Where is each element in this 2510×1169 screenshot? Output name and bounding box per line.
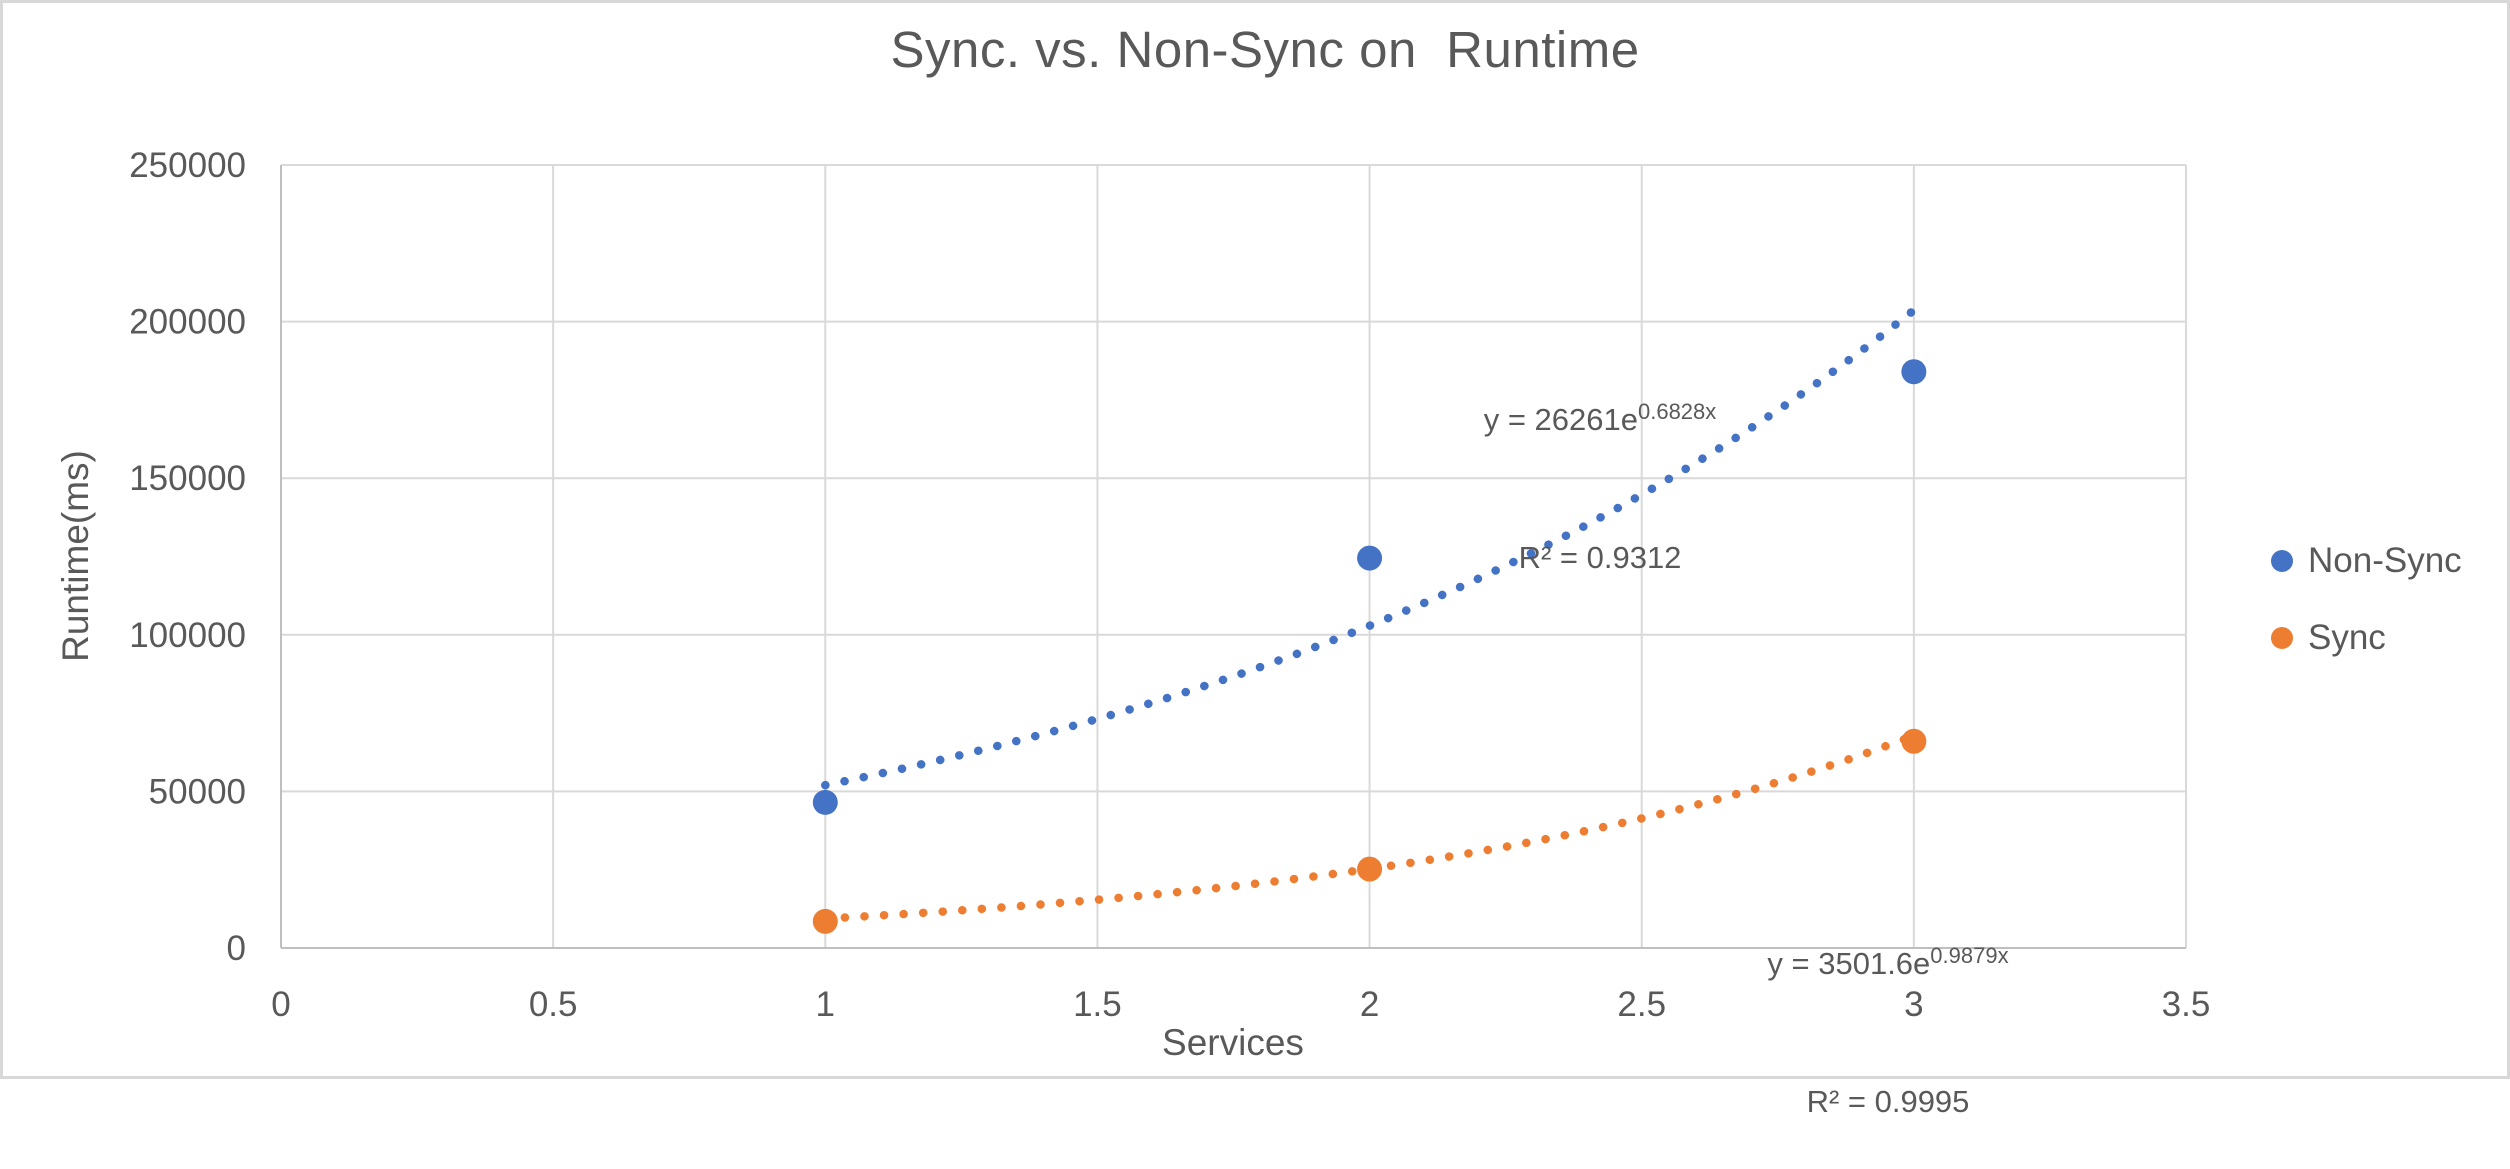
equation-exponent: 0.6828x bbox=[1637, 399, 1717, 424]
trendline-equation-sync: y = 3501.6e0.9879x R² = 0.9995 bbox=[1767, 851, 2008, 1169]
equation-base: y = 3501.6e bbox=[1767, 946, 1931, 981]
y-tick-label: 250000 bbox=[129, 146, 246, 185]
tick-labels: 0 0.5 1 1.5 2 2.5 3 3.5 0 50000 100000 150000 200000… bbox=[129, 146, 2210, 1024]
plot-area: 0 0.5 1 1.5 2 2.5 3 3.5 0 50000 100000 150000 200000… bbox=[129, 146, 2210, 1024]
equation-line: y = 3501.6e0.9879x bbox=[1767, 941, 2008, 989]
legend-item-sync: Sync bbox=[2271, 614, 2462, 662]
data-point bbox=[1357, 856, 1383, 882]
legend-item-nonsync: Non-Sync bbox=[2271, 537, 2462, 585]
y-tick-label: 50000 bbox=[149, 772, 246, 811]
x-tick-label: 1 bbox=[816, 985, 835, 1024]
x-tick-label: 0.5 bbox=[529, 985, 578, 1024]
gridlines bbox=[281, 164, 2187, 948]
data-point bbox=[812, 908, 838, 934]
legend: Non-Sync Sync bbox=[2271, 537, 2462, 691]
y-tick-label: 0 bbox=[227, 929, 246, 968]
x-axis-title: Services bbox=[1162, 1022, 1304, 1063]
trendline-non-sync bbox=[821, 305, 1919, 790]
x-tick-label: 2 bbox=[1360, 985, 1379, 1024]
axes bbox=[280, 165, 2186, 949]
equation-base: y = 26261e bbox=[1483, 402, 1638, 437]
data-point bbox=[1901, 728, 1927, 754]
x-tick-label: 2.5 bbox=[1617, 985, 1666, 1024]
chart-title: Sync. vs. Non-Sync on Runtime bbox=[890, 21, 1640, 78]
data-point bbox=[812, 789, 838, 815]
equation-exponent: 0.9879x bbox=[1930, 943, 2009, 968]
data-point bbox=[1357, 545, 1383, 571]
series-points-sync bbox=[812, 728, 1927, 934]
chart-canvas bbox=[0, 0, 2510, 1079]
trendline-equation-nonsync: y = 26261e0.6828x R² = 0.9312 bbox=[1484, 307, 1717, 625]
data-point bbox=[1901, 359, 1927, 385]
r-squared-line: R² = 0.9995 bbox=[1806, 1084, 1970, 1119]
y-tick-label: 100000 bbox=[129, 616, 246, 655]
series-points-non-sync bbox=[812, 359, 1927, 815]
x-tick-label: 1.5 bbox=[1073, 985, 1122, 1024]
r-squared-line: R² = 0.9312 bbox=[1518, 540, 1682, 575]
x-tick-label: 3.5 bbox=[2162, 985, 2211, 1024]
nonsync-marker-icon bbox=[2271, 550, 2293, 572]
sync-marker-icon bbox=[2271, 627, 2293, 649]
y-tick-label: 200000 bbox=[129, 303, 246, 342]
x-tick-label: 0 bbox=[271, 985, 290, 1024]
y-axis-title: Runtime(ms) bbox=[55, 450, 96, 662]
y-tick-label: 150000 bbox=[129, 459, 246, 498]
legend-label: Sync bbox=[2308, 618, 2386, 657]
legend-label: Non-Sync bbox=[2308, 541, 2462, 580]
x-tick-label: 3 bbox=[1904, 985, 1923, 1024]
equation-line: y = 26261e0.6828x bbox=[1484, 397, 1717, 445]
